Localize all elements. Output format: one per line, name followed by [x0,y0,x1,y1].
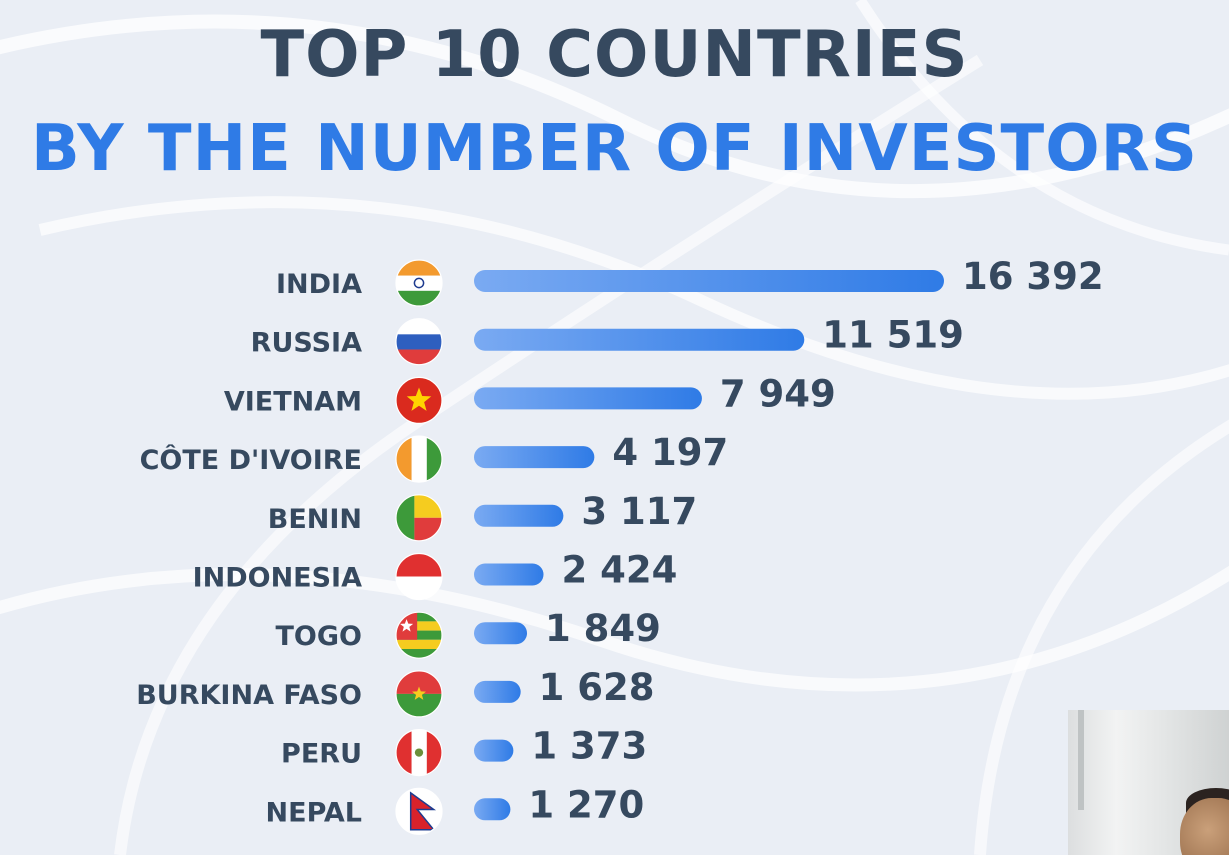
webcam-overlay [1068,710,1229,855]
chart-title-line-1: TOP 10 COUNTRIES [260,18,969,92]
country-label: CÔTE D'IVOIRE [140,444,362,476]
bar [474,798,511,821]
country-label: BENIN [268,504,362,535]
cote-divoire-flag-icon [395,435,443,483]
india-flag-icon [395,259,443,307]
value-label: 1 373 [531,725,647,768]
bar [474,504,564,527]
country-label: INDIA [276,269,362,300]
togo-flag-icon [395,611,443,659]
bar [474,270,944,292]
benin-flag-icon [395,494,443,542]
bar [474,387,702,410]
bar [474,622,528,645]
bar [474,739,514,762]
bar-row: BENIN 3 117 [268,490,697,542]
russia-flag-icon [395,318,443,366]
chart-title-line-2: BY THE NUMBER OF INVESTORS [31,112,1198,186]
country-label: VIETNAM [224,386,362,417]
bar [474,680,521,703]
country-label: TOGO [276,621,362,652]
bar-row: RUSSIA 11 519 [251,314,964,366]
country-label: BURKINA FASO [136,680,362,711]
value-label: 2 424 [562,549,678,592]
peru-flag-icon [395,728,443,777]
value-label: 1 628 [539,666,655,709]
country-label: NEPAL [266,797,362,828]
bar-row: VIETNAM 7 949 [224,372,836,424]
indonesia-flag-icon [395,552,443,601]
vietnam-flag-icon [395,376,443,424]
value-label: 16 392 [962,255,1104,298]
value-label: 7 949 [720,372,836,415]
country-label: INDONESIA [193,563,363,594]
bar-row: PERU 1 373 [281,725,647,777]
bar [474,328,805,351]
bar-row: INDIA 16 392 [276,255,1104,307]
country-label: RUSSIA [251,328,362,359]
bar-row: CÔTE D'IVOIRE 4 197 [140,431,728,483]
value-label: 11 519 [822,314,964,357]
nepal-flag-icon [395,787,443,835]
bar [474,563,544,586]
bar [474,446,595,469]
burkina-faso-flag-icon [395,670,443,718]
value-label: 3 117 [581,490,697,533]
value-label: 1 849 [545,607,661,650]
webcam-background-object [1078,710,1084,810]
bar-row: NEPAL 1 270 [266,783,644,835]
value-label: 1 270 [528,783,644,826]
country-label: PERU [281,739,362,770]
value-label: 4 197 [612,431,728,474]
bar-row: BURKINA FASO 1 628 [136,666,655,718]
bar-row: INDONESIA 2 424 [193,549,678,601]
bar-row: TOGO 1 849 [276,607,661,659]
